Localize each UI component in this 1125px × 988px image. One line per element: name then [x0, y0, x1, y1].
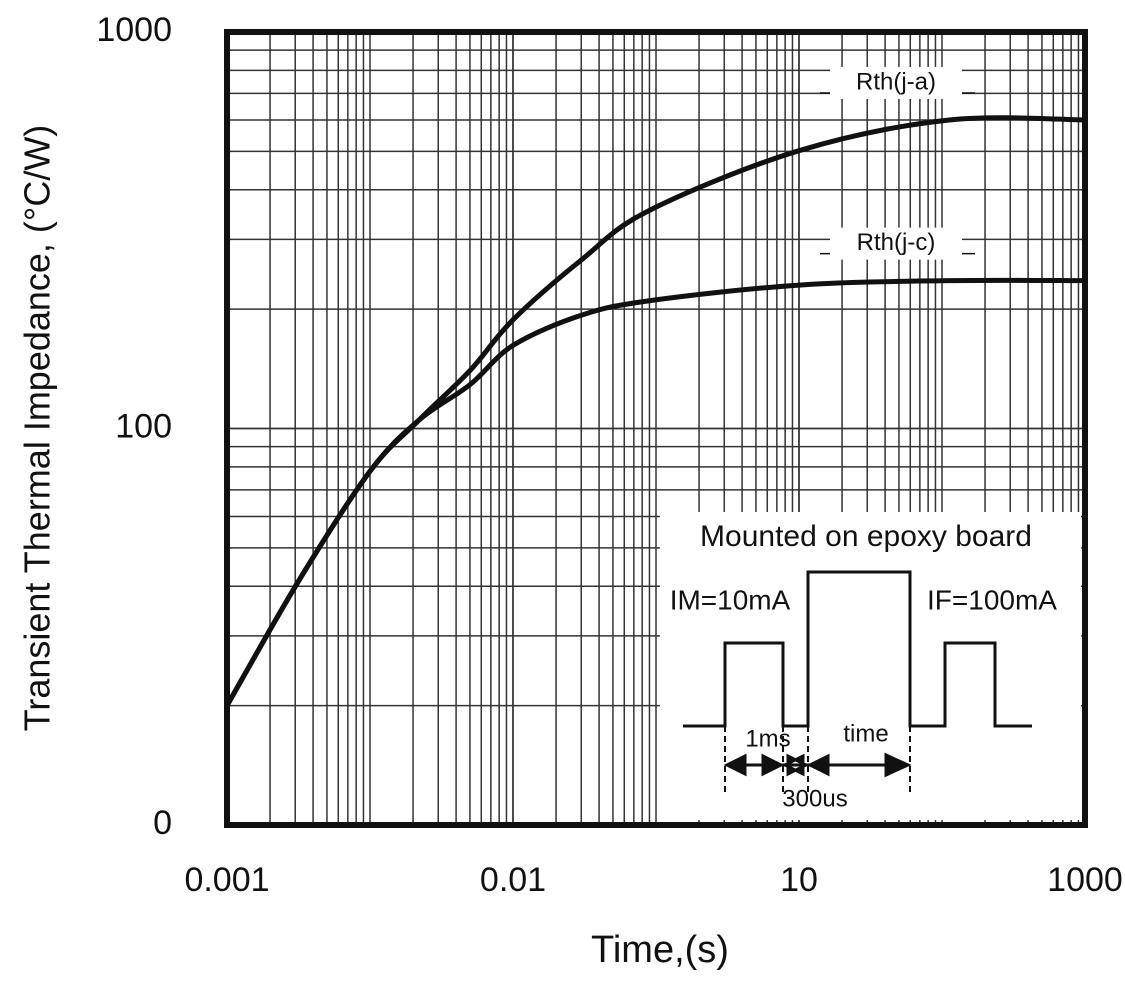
x-tick-label: 1000: [1047, 861, 1123, 899]
pulse-markers: [724, 726, 911, 792]
pulse-waveform: [683, 570, 1032, 728]
y-tick-label: 1000: [96, 11, 172, 49]
y-tick-label: 0: [153, 804, 172, 842]
inset-label: time: [843, 720, 888, 747]
inset-label: 1ms: [745, 725, 790, 752]
series-label: Rth(j-a): [856, 68, 936, 95]
x-axis-label: Time,(s): [591, 929, 729, 971]
x-tick-label: 10: [780, 861, 818, 899]
y-axis-label: Transient Thermal Impedance, (°C/W): [17, 125, 58, 732]
series-line: [224, 277, 1086, 707]
pulse-arrows: [723, 752, 912, 778]
inset-label: IF=100mA: [927, 584, 1057, 615]
inset-label: IM=10mA: [670, 584, 791, 615]
series-label-bg: [830, 66, 962, 99]
inset: Mounted on epoxy board IM=10mA IF=100mA …: [660, 512, 1081, 820]
curves: Rth(j-a) Rth(j-c): [224, 66, 1086, 707]
plot-frame: [224, 29, 1088, 828]
series-label-bg: [830, 227, 962, 260]
inset-box: [660, 512, 1081, 820]
x-tick-label: 0.01: [480, 861, 546, 899]
inset-label: 300us: [782, 785, 847, 812]
series-label: Rth(j-c): [857, 229, 936, 256]
inset-title: Mounted on epoxy board: [700, 520, 1032, 553]
y-tick-label: 100: [115, 407, 172, 445]
x-tick-label: 0.001: [184, 861, 269, 899]
